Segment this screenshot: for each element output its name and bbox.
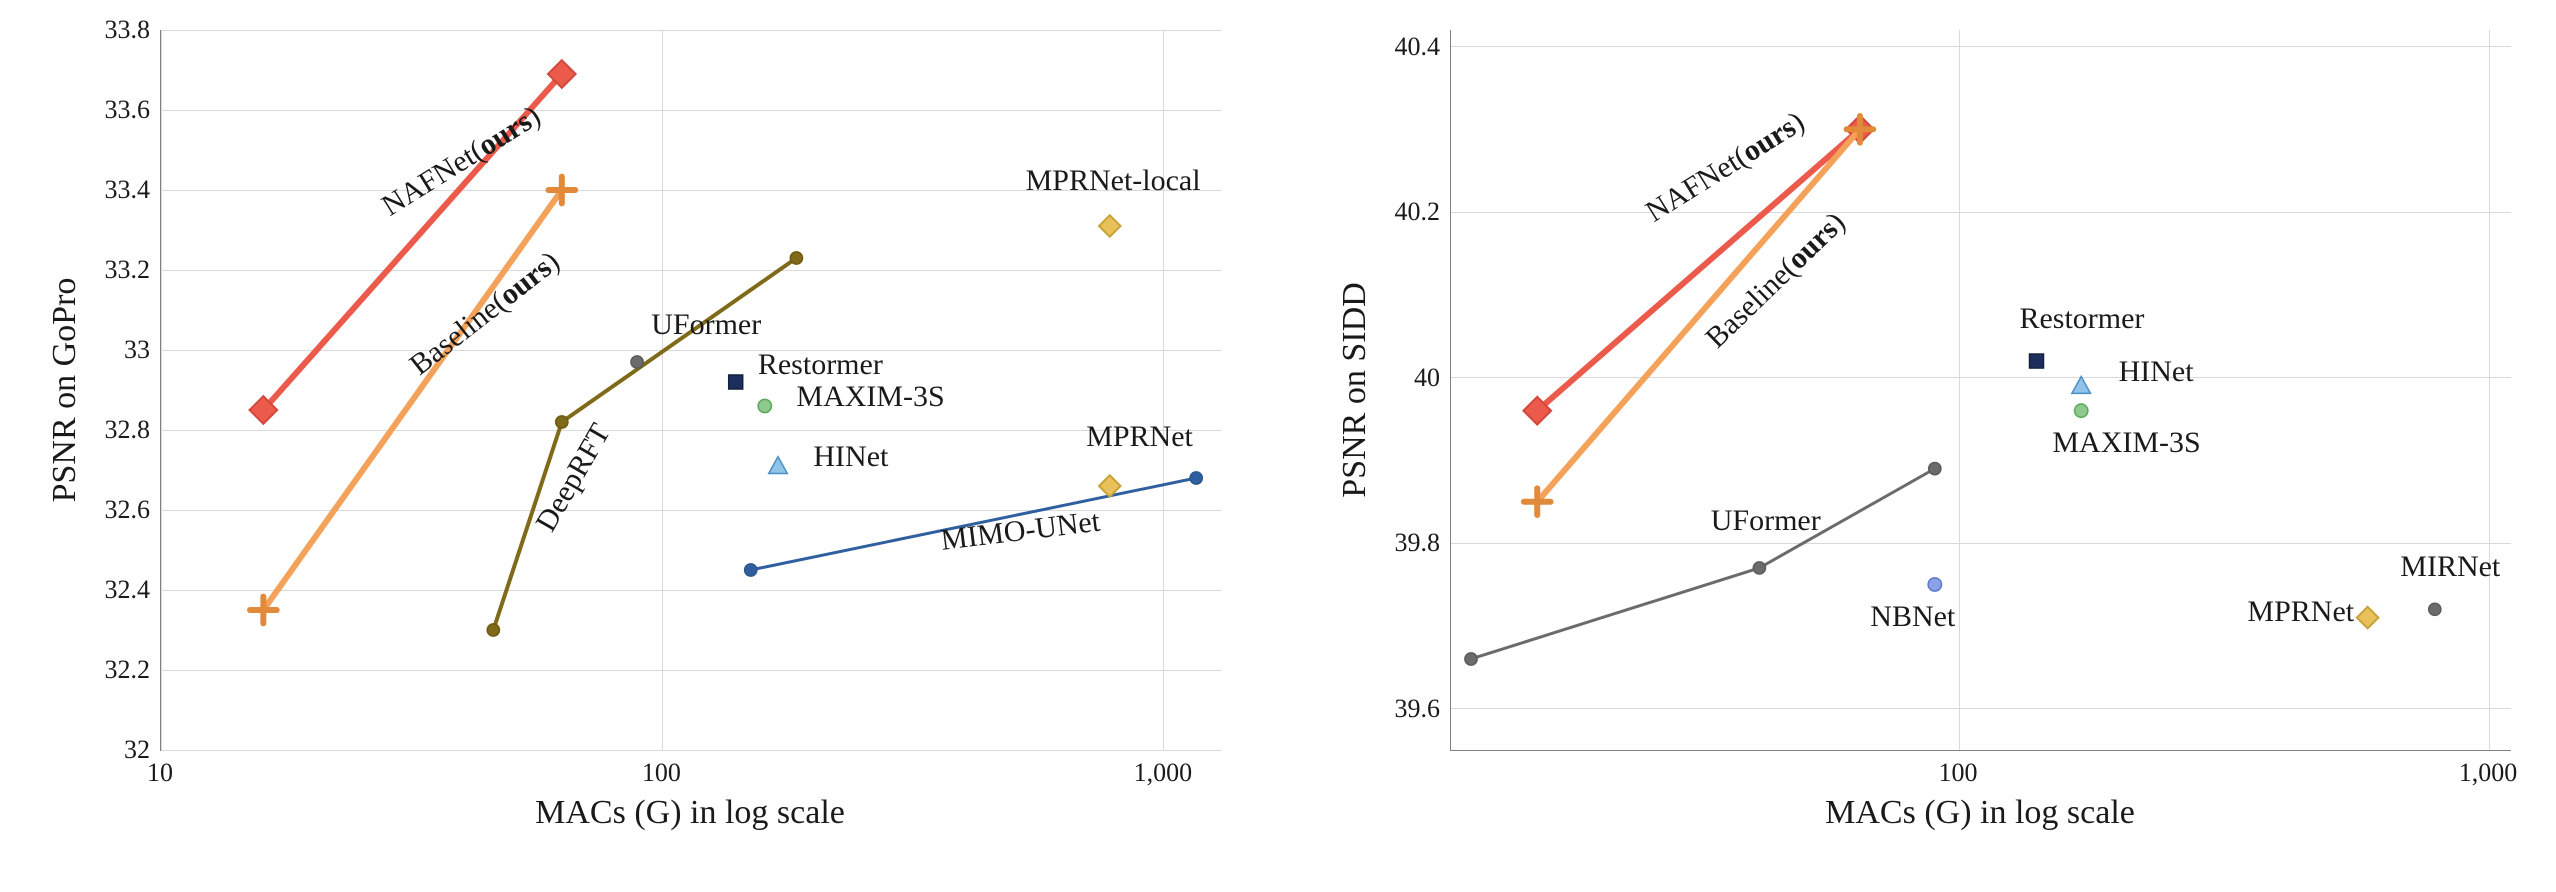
xtick-label: 100 (1918, 758, 1998, 788)
marker-diamond (2357, 607, 2379, 629)
marker-circle (1929, 463, 1941, 475)
ytick-label: 33.8 (105, 15, 151, 45)
marker-circle (758, 399, 771, 412)
series-label: NBNet (1870, 600, 1955, 634)
series-label: MPRNet (1086, 420, 1193, 454)
xtick-label: 1,000 (1123, 758, 1203, 788)
marker-circle (2075, 404, 2088, 417)
ytick-label: 32.2 (105, 655, 151, 685)
ytick-label: 33.2 (105, 255, 151, 285)
ytick-label: 32.8 (105, 415, 151, 445)
marker-circle (631, 356, 643, 368)
series-label: MAXIM-3S (796, 380, 944, 414)
series-label: HINet (813, 440, 888, 474)
marker-circle (790, 252, 802, 264)
xtick-label: 1,000 (2448, 758, 2528, 788)
marker-diamond (1099, 215, 1121, 237)
series-label: MPRNet-local (1026, 164, 1201, 198)
marker-circle (1465, 653, 1477, 665)
plot-svg (1451, 30, 2511, 750)
chart-gopro: NAFNet(ours)Baseline(ours)DeepRFTMIMO-UN… (40, 20, 1240, 850)
y-axis-label: PSNR on SIDD (1336, 282, 1374, 497)
ytick-label: 39.8 (1395, 528, 1441, 558)
marker-circle (556, 416, 568, 428)
series-label: UFormer (651, 308, 761, 342)
y-axis-label: PSNR on GoPro (46, 278, 84, 503)
marker-circle (1753, 562, 1765, 574)
series-line-Baseline(ours) (263, 190, 561, 610)
series-label: MAXIM-3S (2052, 426, 2200, 460)
series-label: Restormer (2019, 302, 2144, 336)
ytick-label: 40 (1414, 363, 1440, 393)
marker-circle (487, 624, 499, 636)
marker-triangle (769, 457, 788, 474)
series-label: MIRNet (2400, 550, 2500, 584)
series-label: MPRNet (2247, 595, 2354, 629)
plot-area: NAFNet(ours)Baseline(ours)UFormerRestorm… (1450, 30, 2511, 751)
chart-sidd: NAFNet(ours)Baseline(ours)UFormerRestorm… (1330, 20, 2530, 850)
marker-circle (2429, 603, 2441, 615)
ytick-label: 40.4 (1395, 32, 1441, 62)
ytick-label: 40.2 (1395, 197, 1441, 227)
x-axis-label: MACs (G) in log scale (490, 794, 890, 832)
series-label: HINet (2119, 355, 2194, 389)
plot-svg (161, 30, 1221, 750)
ytick-label: 33.6 (105, 95, 151, 125)
page: NAFNet(ours)Baseline(ours)DeepRFTMIMO-UN… (0, 0, 2556, 892)
marker-circle (745, 564, 757, 576)
marker-square (2030, 354, 2044, 368)
ytick-label: 32.6 (105, 495, 151, 525)
marker-square (729, 375, 743, 389)
ytick-label: 33 (124, 335, 150, 365)
xtick-label: 10 (120, 758, 200, 788)
marker-circle (1190, 472, 1202, 484)
marker-circle (1928, 578, 1941, 591)
xtick-label: 100 (621, 758, 701, 788)
series-label: UFormer (1711, 504, 1821, 538)
plot-area: NAFNet(ours)Baseline(ours)DeepRFTMIMO-UN… (160, 30, 1221, 751)
series-label: Restormer (758, 348, 883, 382)
ytick-label: 33.4 (105, 175, 151, 205)
x-axis-label: MACs (G) in log scale (1780, 794, 2180, 832)
ytick-label: 39.6 (1395, 694, 1441, 724)
ytick-label: 32.4 (105, 575, 151, 605)
marker-triangle (2072, 377, 2091, 394)
